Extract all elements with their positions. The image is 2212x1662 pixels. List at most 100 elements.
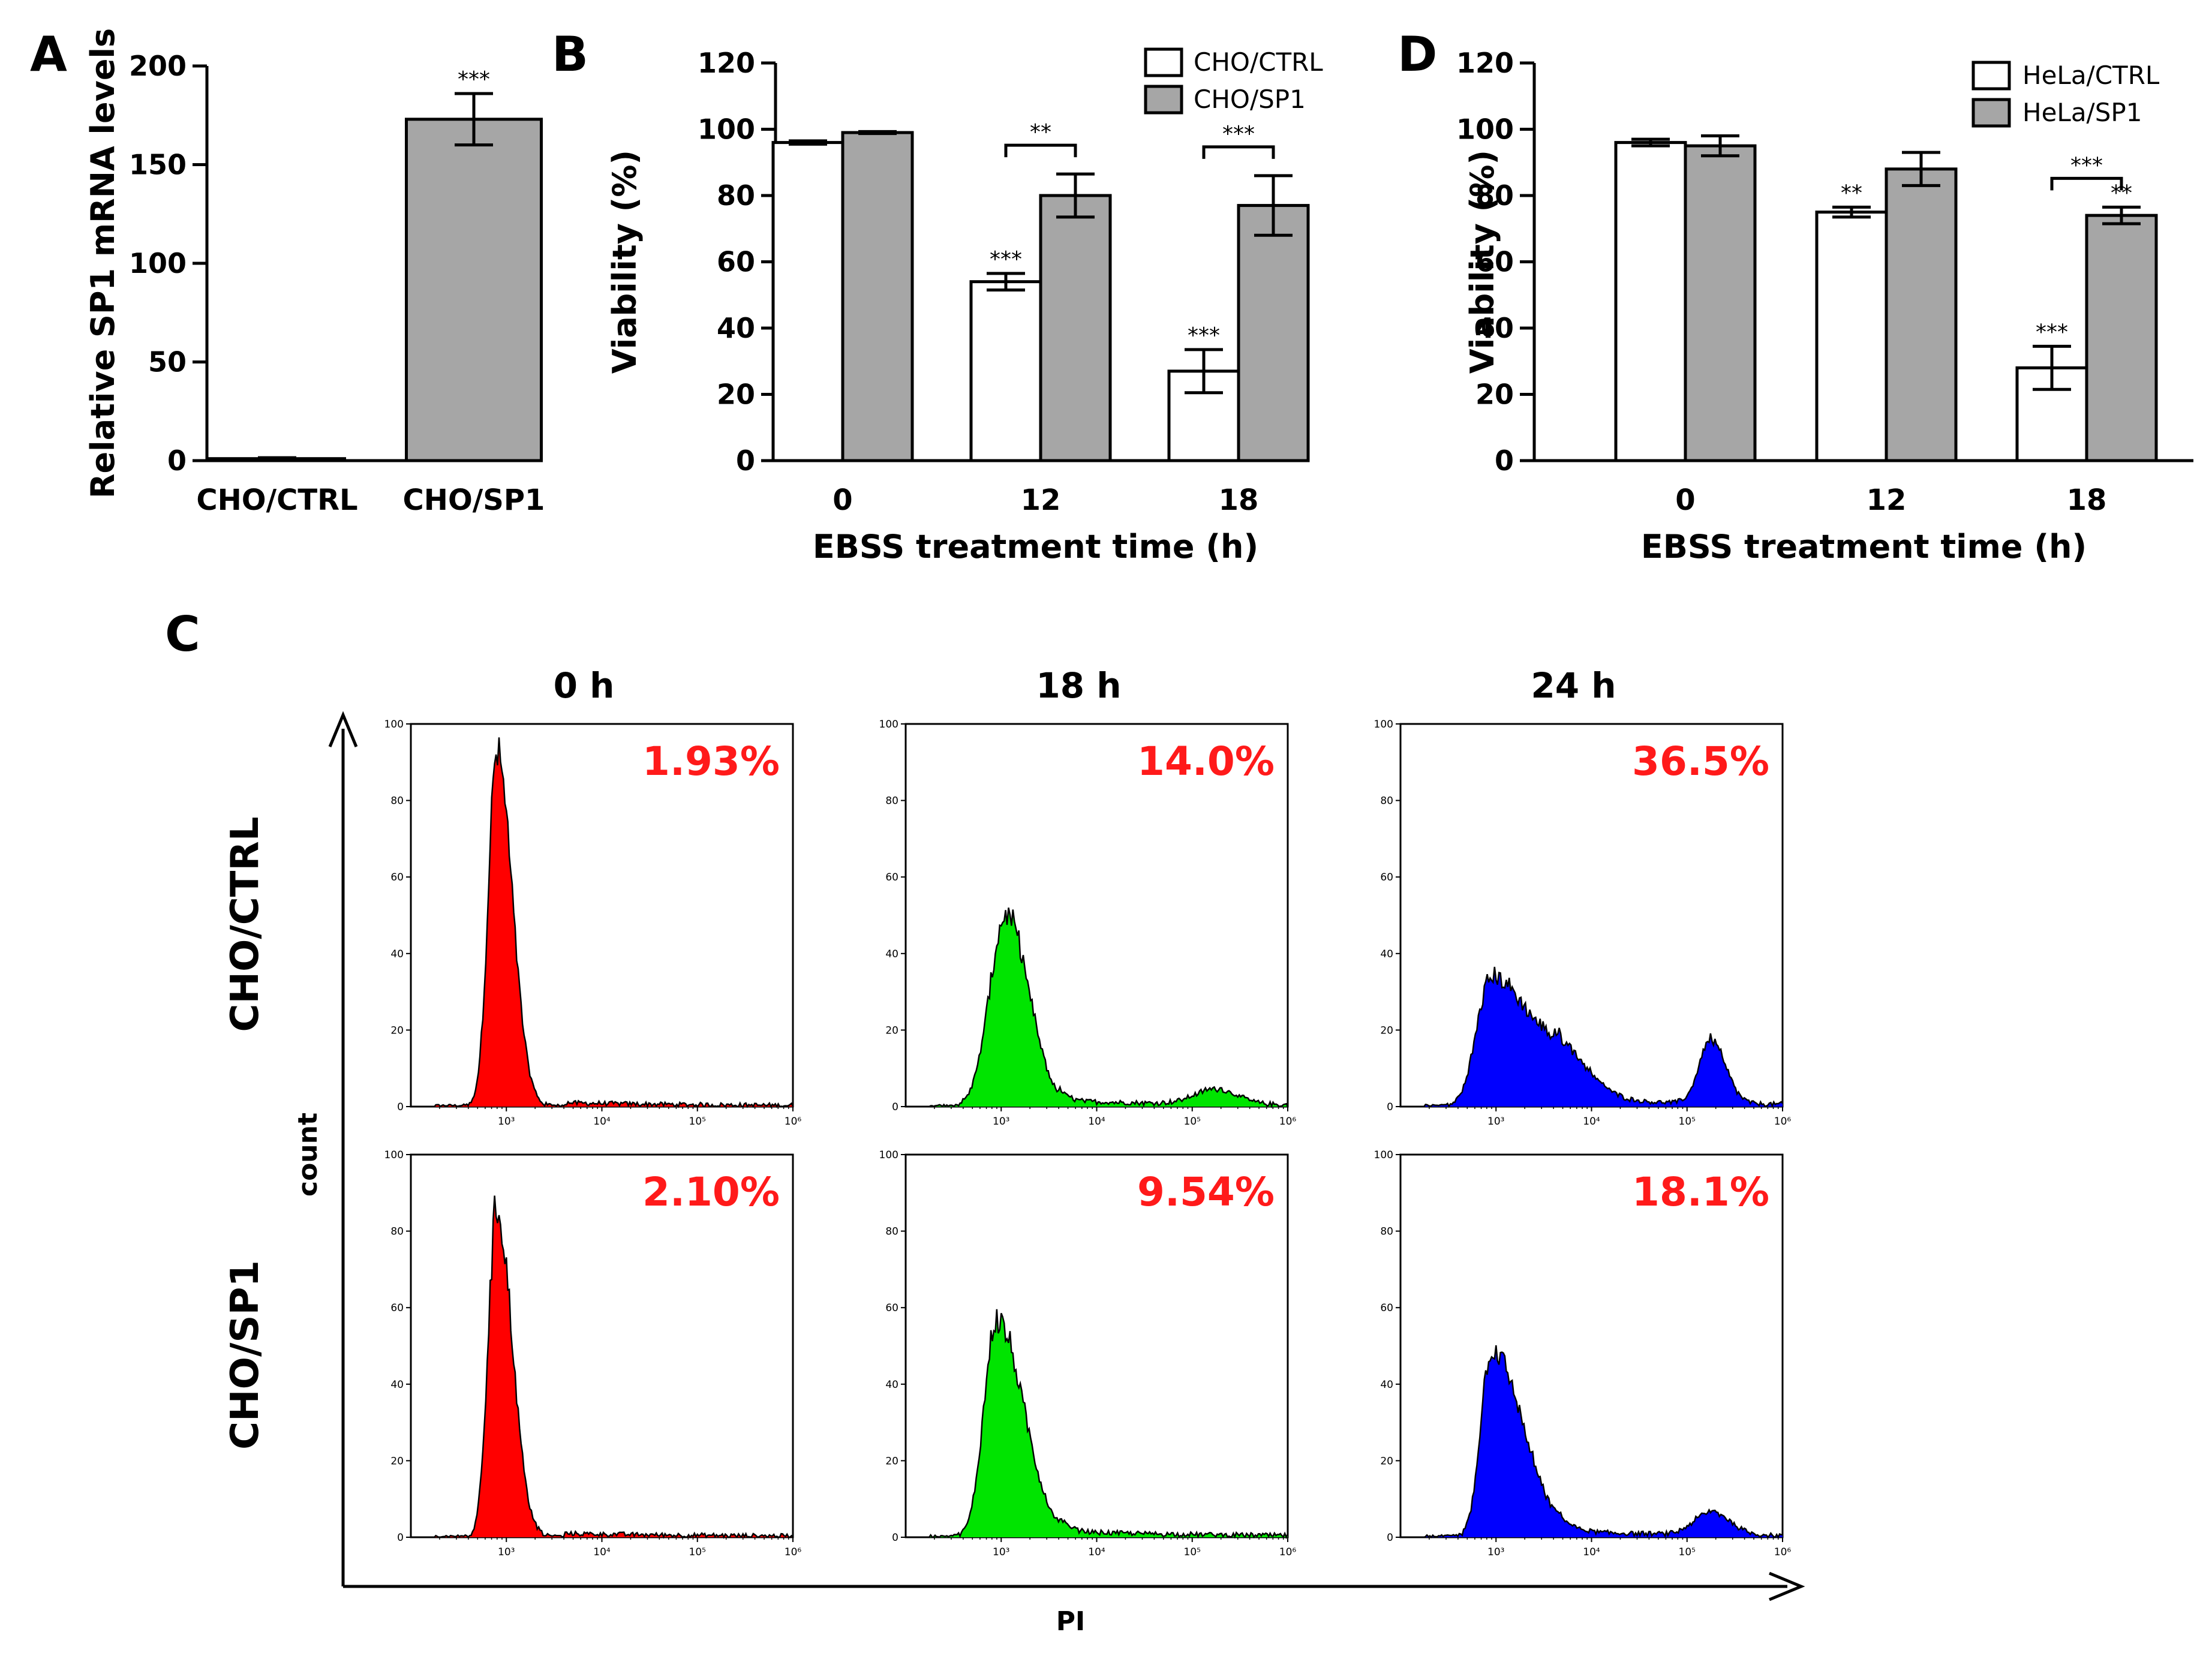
x-tick-label: 10⁶ (1279, 1546, 1297, 1558)
percent-label: 1.93% (642, 738, 780, 785)
x-tick-label: 10⁴ (1088, 1116, 1105, 1128)
y-tick-label: 40 (1475, 312, 1514, 344)
y-tick-label: 0 (167, 444, 187, 477)
plot-frame (410, 723, 794, 1108)
y-tick-label: 60 (717, 246, 755, 278)
histogram-plot: 0 20 40 60 80 100 10³ 10⁴ 10⁵ 10⁶ 9.54% (879, 1149, 1297, 1558)
x-tick-label: 10⁵ (1184, 1546, 1201, 1558)
plot-frame (904, 723, 1289, 1108)
y-tick-label: 100 (1374, 1149, 1393, 1161)
category-label: CHO/CTRL (196, 483, 357, 517)
x-axis-title: EBSS treatment time (h) (1641, 528, 2087, 566)
plot-frame (904, 1153, 1289, 1538)
column-header: 18 h (1036, 665, 1121, 706)
x-tick-label: 10⁵ (1679, 1546, 1696, 1558)
y-tick-label: 80 (1380, 795, 1393, 807)
bar (1815, 211, 1888, 462)
histogram-fill (1400, 967, 1783, 1107)
histogram-plot: 0 20 40 60 80 100 10³ 10⁴ 10⁵ 10⁶ 2.10% (384, 1149, 802, 1558)
bar (1237, 204, 1310, 462)
y-axis-title: Viability (%) (1463, 150, 1501, 374)
y-tick-label: 40 (390, 948, 404, 960)
y-tick-label: 60 (390, 1302, 404, 1314)
y-tick-label: 120 (698, 47, 755, 79)
y-tick-label: 0 (1387, 1532, 1393, 1544)
y-tick-label: 20 (390, 1024, 404, 1036)
bracket-label: *** (1222, 122, 1255, 146)
y-tick-label: 100 (698, 113, 755, 146)
histogram-outline (1400, 1345, 1783, 1539)
x-tick-label: 10⁴ (1088, 1546, 1105, 1558)
x-tick-label: 10⁵ (689, 1546, 706, 1558)
x-tick-label: 10⁶ (785, 1546, 802, 1558)
percent-label: 14.0% (1137, 738, 1275, 785)
y-tick-label: 100 (1374, 719, 1393, 731)
y-tick-label: 40 (885, 948, 898, 960)
y-tick-label: 100 (879, 1149, 898, 1161)
panel-b: B 0 20 40 60 80 100 120 Viability (%) 0 *** 12 *** 18… (552, 26, 1323, 566)
x-tick-label: 10⁴ (1583, 1116, 1600, 1128)
count-axis-arrow (328, 711, 358, 747)
y-axis-title: Viability (%) (606, 150, 644, 374)
bar (1885, 167, 1958, 462)
y-tick-label: 20 (885, 1455, 898, 1467)
plot-frame (1399, 723, 1784, 1108)
category-label: 0 (832, 483, 852, 517)
y-tick-label: 0 (397, 1101, 404, 1113)
bar (1684, 144, 1757, 462)
percent-label: 36.5% (1632, 738, 1769, 785)
pi-axis-title: PI (1056, 1606, 1086, 1637)
bar (841, 131, 914, 462)
legend-label: CHO/CTRL (1194, 47, 1323, 77)
row-label: CHO/SP1 (223, 1260, 268, 1450)
y-tick-label: 60 (1380, 871, 1393, 883)
percent-label: 9.54% (1137, 1169, 1275, 1215)
category-label: 18 (2067, 483, 2107, 517)
x-tick-label: 10³ (498, 1116, 515, 1128)
histogram-fill (906, 907, 1288, 1107)
y-tick-label: 60 (1475, 246, 1514, 278)
y-tick-label: 20 (1380, 1455, 1393, 1467)
legend-swatch (1144, 85, 1183, 115)
y-tick-label: 20 (1380, 1024, 1393, 1036)
plot-frame (410, 1153, 794, 1538)
bar (2085, 214, 2158, 462)
count-axis-title: count (293, 1113, 323, 1197)
y-tick-label: 80 (885, 1226, 898, 1238)
significance-bracket (1202, 145, 1275, 159)
y-tick-label: 100 (129, 247, 187, 279)
legend-swatch (1971, 98, 2011, 128)
bar (771, 141, 844, 462)
y-tick-label: 0 (892, 1101, 898, 1113)
legend-label: CHO/SP1 (1194, 85, 1306, 114)
x-tick-label: 10⁵ (689, 1116, 706, 1128)
significance-bracket (1004, 143, 1077, 158)
y-tick-label: 100 (384, 1149, 404, 1161)
x-tick-label: 10⁶ (1774, 1546, 1792, 1558)
histogram-outline (1400, 966, 1783, 1108)
category-label: 12 (1021, 483, 1061, 517)
bracket-label: ** (1030, 120, 1051, 145)
y-tick-label: 40 (885, 1379, 898, 1391)
histogram-outline (906, 907, 1289, 1109)
bar (969, 280, 1042, 462)
y-tick-label: 80 (390, 1226, 404, 1238)
x-tick-label: 10⁶ (1279, 1116, 1297, 1128)
bar (1614, 141, 1687, 462)
row-label: CHO/CTRL (223, 817, 268, 1032)
y-tick-label: 40 (1380, 948, 1393, 960)
y-tick-label: 50 (148, 346, 187, 378)
significance-label: *** (2036, 320, 2068, 344)
y-tick-label: 100 (384, 719, 404, 731)
legend-swatch (1144, 47, 1183, 77)
column-header: 24 h (1531, 665, 1616, 706)
significance-label: *** (458, 67, 490, 92)
x-tick-label: 10³ (993, 1116, 1009, 1128)
bar (405, 118, 543, 462)
histogram-fill (411, 737, 793, 1107)
y-tick-label: 150 (129, 149, 187, 181)
significance-label: ** (1841, 181, 1862, 205)
